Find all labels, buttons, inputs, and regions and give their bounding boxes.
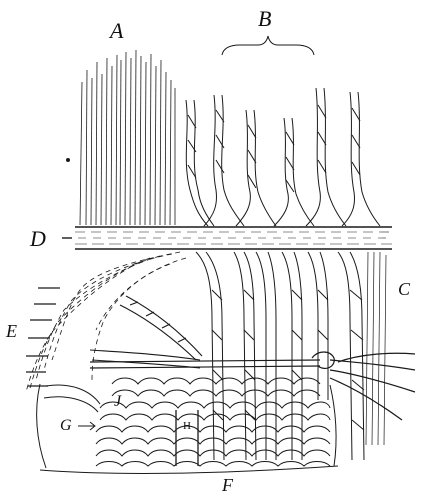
label-g: G <box>60 417 72 434</box>
twined-row <box>95 377 331 467</box>
horizontal-band <box>62 226 392 250</box>
woven-fabric <box>36 377 339 474</box>
label-e: E <box>6 321 17 341</box>
loose-fiber-bundle <box>79 49 176 226</box>
horizontal-cross-ticks <box>26 287 60 387</box>
rod <box>89 351 416 421</box>
loose-fibers-left <box>25 251 187 393</box>
loose-fibers-right <box>365 251 387 446</box>
label-c: C <box>398 279 411 299</box>
ink-dot <box>66 158 70 162</box>
label-a: A <box>110 18 124 43</box>
weft-strand <box>89 295 203 369</box>
label-b: B <box>258 6 272 31</box>
twisted-warp-strands <box>185 35 381 227</box>
label-j: J <box>114 393 122 410</box>
label-f: F <box>222 475 233 495</box>
label-d: D <box>30 226 46 251</box>
lower-warp-strands <box>195 251 365 461</box>
label-h: H <box>183 420 191 432</box>
